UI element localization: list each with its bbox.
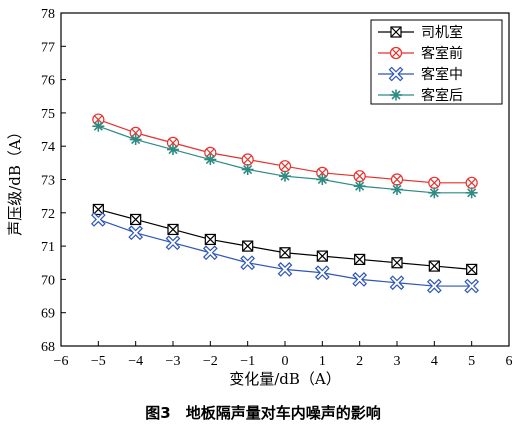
series-line-3 (98, 125, 472, 194)
axis-ticks: −6 −5 −4 −3 −2 −1 0 1 2 3 4 5 6 68 69 70 71 72 73 74 75 76 77 7… (41, 7, 513, 369)
x-tick-label: 0 (282, 354, 289, 369)
data-point (240, 255, 256, 271)
y-tick-label: 73 (41, 174, 55, 189)
data-point (129, 134, 142, 146)
data-point (90, 212, 106, 227)
series-layer (90, 113, 480, 294)
data-point (390, 173, 404, 186)
data-point (241, 153, 254, 166)
data-point (465, 176, 478, 189)
x-tick-label: −1 (240, 354, 255, 369)
data-point (353, 170, 366, 183)
y-tick-label: 74 (41, 140, 55, 155)
data-point (428, 176, 441, 189)
data-point (465, 187, 478, 199)
data-point (389, 275, 405, 291)
data-point (428, 187, 441, 199)
x-tick-label: −5 (91, 354, 106, 369)
series-line-0 (98, 208, 472, 271)
x-axis-label: 变化量/dB（A） (229, 370, 341, 388)
x-tick-label: −4 (128, 354, 143, 369)
data-point (353, 180, 366, 192)
y-tick-label: 78 (41, 7, 55, 22)
data-point (129, 126, 142, 139)
figure-caption: 图3 地板隔声量对车内噪声的影响 (145, 404, 380, 422)
data-point (165, 235, 181, 251)
legend-marker (388, 66, 404, 82)
y-tick-label: 71 (41, 240, 55, 255)
data-point (166, 136, 180, 149)
data-point (204, 233, 216, 246)
data-point (428, 260, 440, 272)
x-tick-label: 1 (319, 354, 326, 369)
data-point (316, 166, 329, 179)
data-point (92, 120, 105, 132)
legend-label: 客室前 (421, 45, 463, 62)
x-tick-label: 2 (356, 354, 363, 369)
data-point (314, 265, 330, 281)
data-point (466, 263, 478, 276)
x-tick-label: 3 (394, 354, 401, 369)
data-point (241, 164, 254, 176)
data-point (167, 223, 179, 236)
x-tick-label: 4 (431, 354, 438, 369)
x-tick-label: −6 (54, 354, 69, 369)
data-point (277, 262, 293, 277)
y-axis-label: 声压级/dB（A） (6, 124, 24, 236)
y-tick-label: 76 (41, 74, 55, 89)
legend-label: 客室后 (421, 87, 463, 104)
y-tick-label: 69 (41, 307, 55, 322)
x-tick-label: −2 (203, 354, 218, 369)
data-point (464, 278, 480, 294)
x-tick-label: −3 (166, 354, 181, 369)
legend-label: 客室中 (421, 66, 463, 83)
data-point (316, 250, 328, 262)
data-point (354, 253, 366, 266)
y-tick-label: 72 (41, 207, 55, 222)
data-point (279, 170, 291, 182)
x-tick-label: 5 (468, 354, 475, 369)
data-point (128, 225, 144, 241)
y-tick-label: 68 (41, 340, 55, 355)
data-point (352, 272, 368, 287)
data-point (130, 213, 142, 226)
legend-marker (390, 89, 402, 101)
data-point (202, 245, 218, 261)
data-point (426, 278, 442, 294)
legend-label: 司机室 (421, 24, 463, 41)
y-tick-label: 75 (41, 107, 55, 122)
data-point (279, 247, 291, 259)
data-point (167, 144, 179, 156)
data-point (391, 183, 403, 195)
legend-marker (389, 46, 403, 60)
legend-marker (390, 26, 402, 38)
data-point (204, 154, 217, 166)
y-tick-label: 77 (41, 40, 55, 55)
x-tick-label: 6 (506, 354, 513, 369)
data-point (316, 174, 329, 185)
data-point (278, 160, 292, 173)
data-point (242, 240, 254, 252)
data-point (92, 203, 104, 216)
data-point (391, 257, 403, 269)
y-tick-label: 70 (41, 273, 55, 288)
